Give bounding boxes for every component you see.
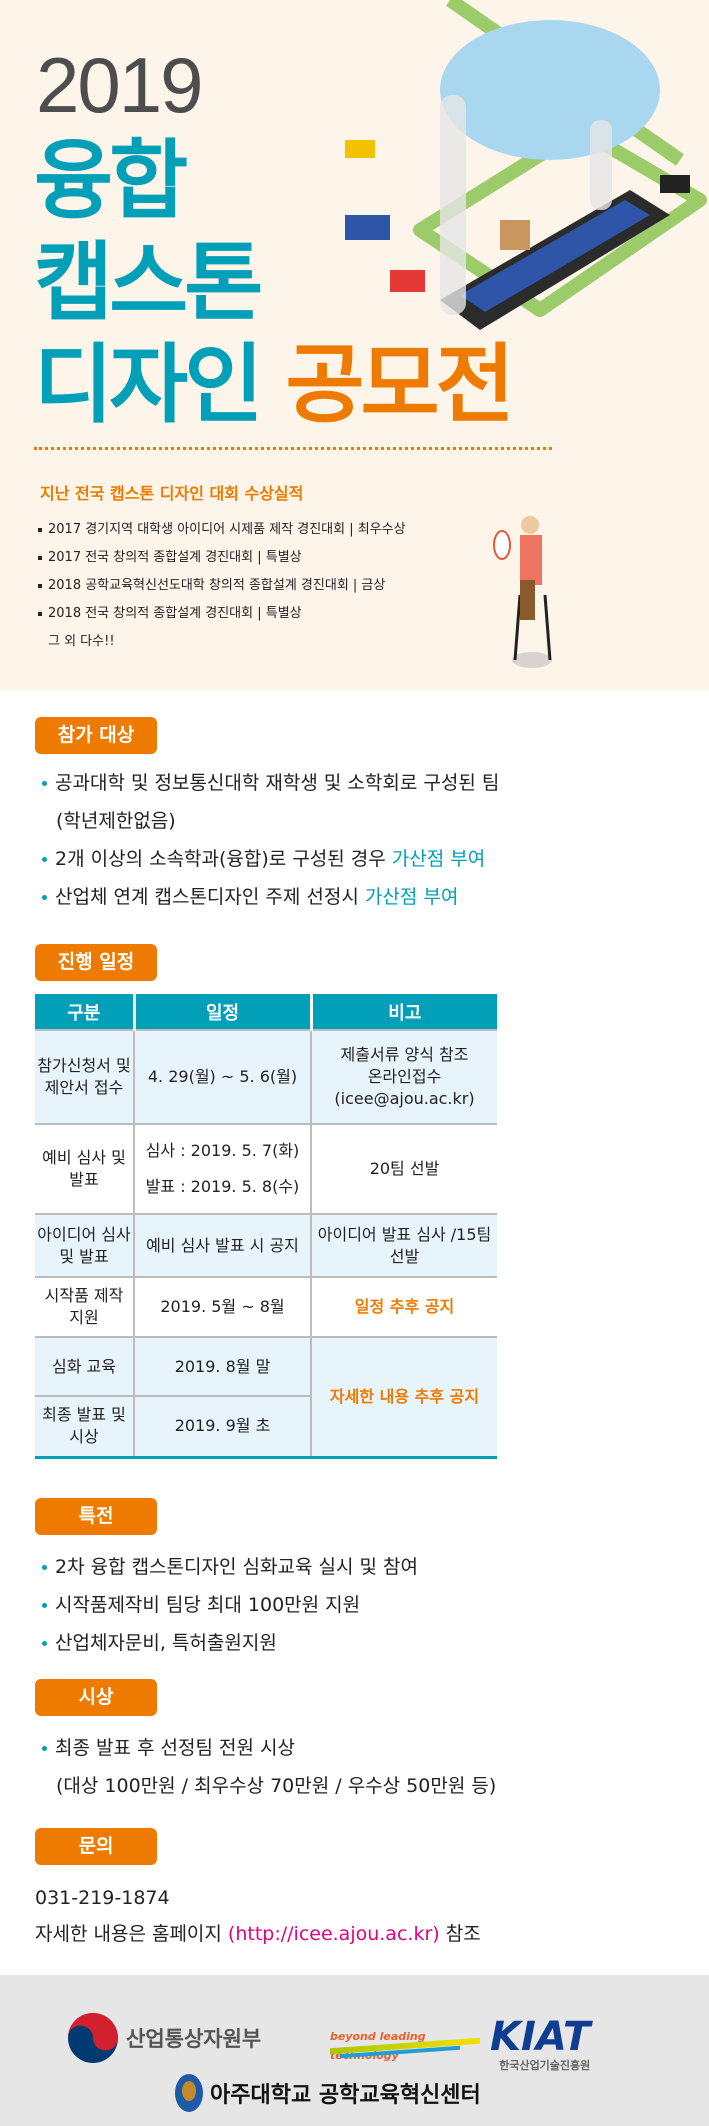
schedule-badge: 진행 일정 bbox=[35, 944, 157, 981]
title-design: 디자인 bbox=[34, 335, 263, 435]
table-header: 구분 일정 비고 bbox=[35, 994, 497, 1031]
award-item: 2018 공학교육혁신선도대학 창의적 종합설계 경진대회 | 금상 bbox=[38, 576, 406, 604]
prizes-badge: 시상 bbox=[35, 1679, 157, 1716]
title-line-1: 융합 bbox=[34, 131, 188, 231]
list-item: 최종 발표 후 선정팀 전원 시상 bbox=[42, 1729, 496, 1767]
list-item: 시작품제작비 팀당 최대 100만원 지원 bbox=[42, 1586, 418, 1624]
ajou-seal-icon bbox=[175, 2074, 203, 2112]
award-item: 2018 전국 창의적 종합설계 경진대회 | 특별상 bbox=[38, 604, 406, 632]
sponsor-footer: 산업통상자원부 beyond leading technology KIAT 한… bbox=[0, 1975, 709, 2126]
prizes-list: 최종 발표 후 선정팀 전원 시상 (대상 100만원 / 최우수상 70만원 … bbox=[42, 1729, 496, 1805]
ajou-logo: 아주대학교 공학교육혁신센터 bbox=[174, 2073, 481, 2113]
homepage-note: 자세한 내용은 홈페이지 (http://icee.ajou.ac.kr) 참조 bbox=[35, 1923, 481, 1945]
title-contest: 공모전 bbox=[285, 335, 514, 435]
table-row: 심화 교육 2019. 8월 말 자세한 내용 추후 공지 bbox=[35, 1337, 497, 1457]
motie-logo: 산업통상자원부 bbox=[66, 2011, 261, 2065]
contact-info: 031-219-1874 자세한 내용은 홈페이지 (http://icee.a… bbox=[35, 1880, 481, 1952]
kiat-logo: beyond leading technology KIAT 한국산업기술진흥원 bbox=[330, 2014, 591, 2072]
benefits-badge: 특전 bbox=[35, 1498, 157, 1535]
awards-list: 2017 경기지역 대학생 아이디어 시제품 제작 경진대회 | 최우수상 20… bbox=[38, 520, 406, 660]
smartphone-city-illustration bbox=[345, 0, 707, 330]
list-item: 산업체 연계 캡스톤디자인 주제 선정시 가산점 부여 bbox=[42, 878, 499, 916]
list-item-continued: (학년제한없음) bbox=[56, 810, 176, 832]
list-item: 2개 이상의 소속학과(융합)로 구성된 경우 가산점 부여 bbox=[42, 840, 499, 878]
table-row: 아이디어 심사 및 발표 예비 심사 발표 시 공지 아이디어 발표 심사 /15팀… bbox=[35, 1214, 497, 1278]
hero-banner: 2019 융합 캡스톤 디자인 공모전 지난 전국 캡스톤 디자인 대회 수상실… bbox=[0, 0, 709, 690]
title-year: 2019 bbox=[36, 41, 204, 129]
divider bbox=[34, 447, 552, 450]
award-item: 2017 경기지역 대학생 아이디어 시제품 제작 경진대회 | 최우수상 bbox=[38, 520, 406, 548]
title-line-3: 디자인 공모전 bbox=[34, 342, 515, 428]
award-item: 2017 전국 창의적 종합설계 경진대회 | 특별상 bbox=[38, 548, 406, 576]
homepage-link[interactable]: (http://icee.ajou.ac.kr) bbox=[227, 1923, 440, 1945]
table-row: 참가신청서 및 제안서 접수 4. 29(월) ~ 5. 6(월) 제출서류 양식… bbox=[35, 1030, 497, 1125]
list-item: 공과대학 및 정보통신대학 재학생 및 소학회로 구성된 팀 bbox=[42, 764, 499, 802]
eligibility-badge: 참가 대상 bbox=[35, 717, 157, 754]
eligibility-list: 공과대학 및 정보통신대학 재학생 및 소학회로 구성된 팀 (학년제한없음) … bbox=[42, 764, 499, 916]
title-line-2: 캡스톤 bbox=[34, 233, 263, 333]
table-row: 시작품 제작 지원 2019. 5월 ~ 8월 일정 추후 공지 bbox=[35, 1277, 497, 1338]
contact-badge: 문의 bbox=[35, 1828, 157, 1865]
schedule-table: 구분 일정 비고 참가신청서 및 제안서 접수 4. 29(월) ~ 5. 6(월) … bbox=[35, 994, 497, 1459]
award-more: 그 외 다수!! bbox=[48, 634, 115, 649]
phone-number: 031-219-1874 bbox=[35, 1887, 170, 1909]
table-row: 예비 심사 및 발표 심사 : 2019. 5. 7(화) 발표 : 2019. … bbox=[35, 1124, 497, 1215]
list-item: 산업체자문비, 특허출원지원 bbox=[42, 1624, 418, 1662]
list-item-continued: (대상 100만원 / 최우수상 70만원 / 우수상 50만원 등) bbox=[56, 1775, 497, 1797]
table-row: 최종 발표 및 시상 2019. 9월 초 bbox=[35, 1396, 497, 1457]
list-item: 2차 융합 캡스톤디자인 심화교육 실시 및 참여 bbox=[42, 1548, 418, 1586]
megaphone-person-illustration bbox=[493, 516, 552, 668]
awards-title: 지난 전국 캡스톤 디자인 대회 수상실적 bbox=[40, 484, 304, 503]
benefits-list: 2차 융합 캡스톤디자인 심화교육 실시 및 참여 시작품제작비 팀당 최대 1… bbox=[42, 1548, 418, 1662]
taegeuk-icon bbox=[68, 2013, 118, 2063]
